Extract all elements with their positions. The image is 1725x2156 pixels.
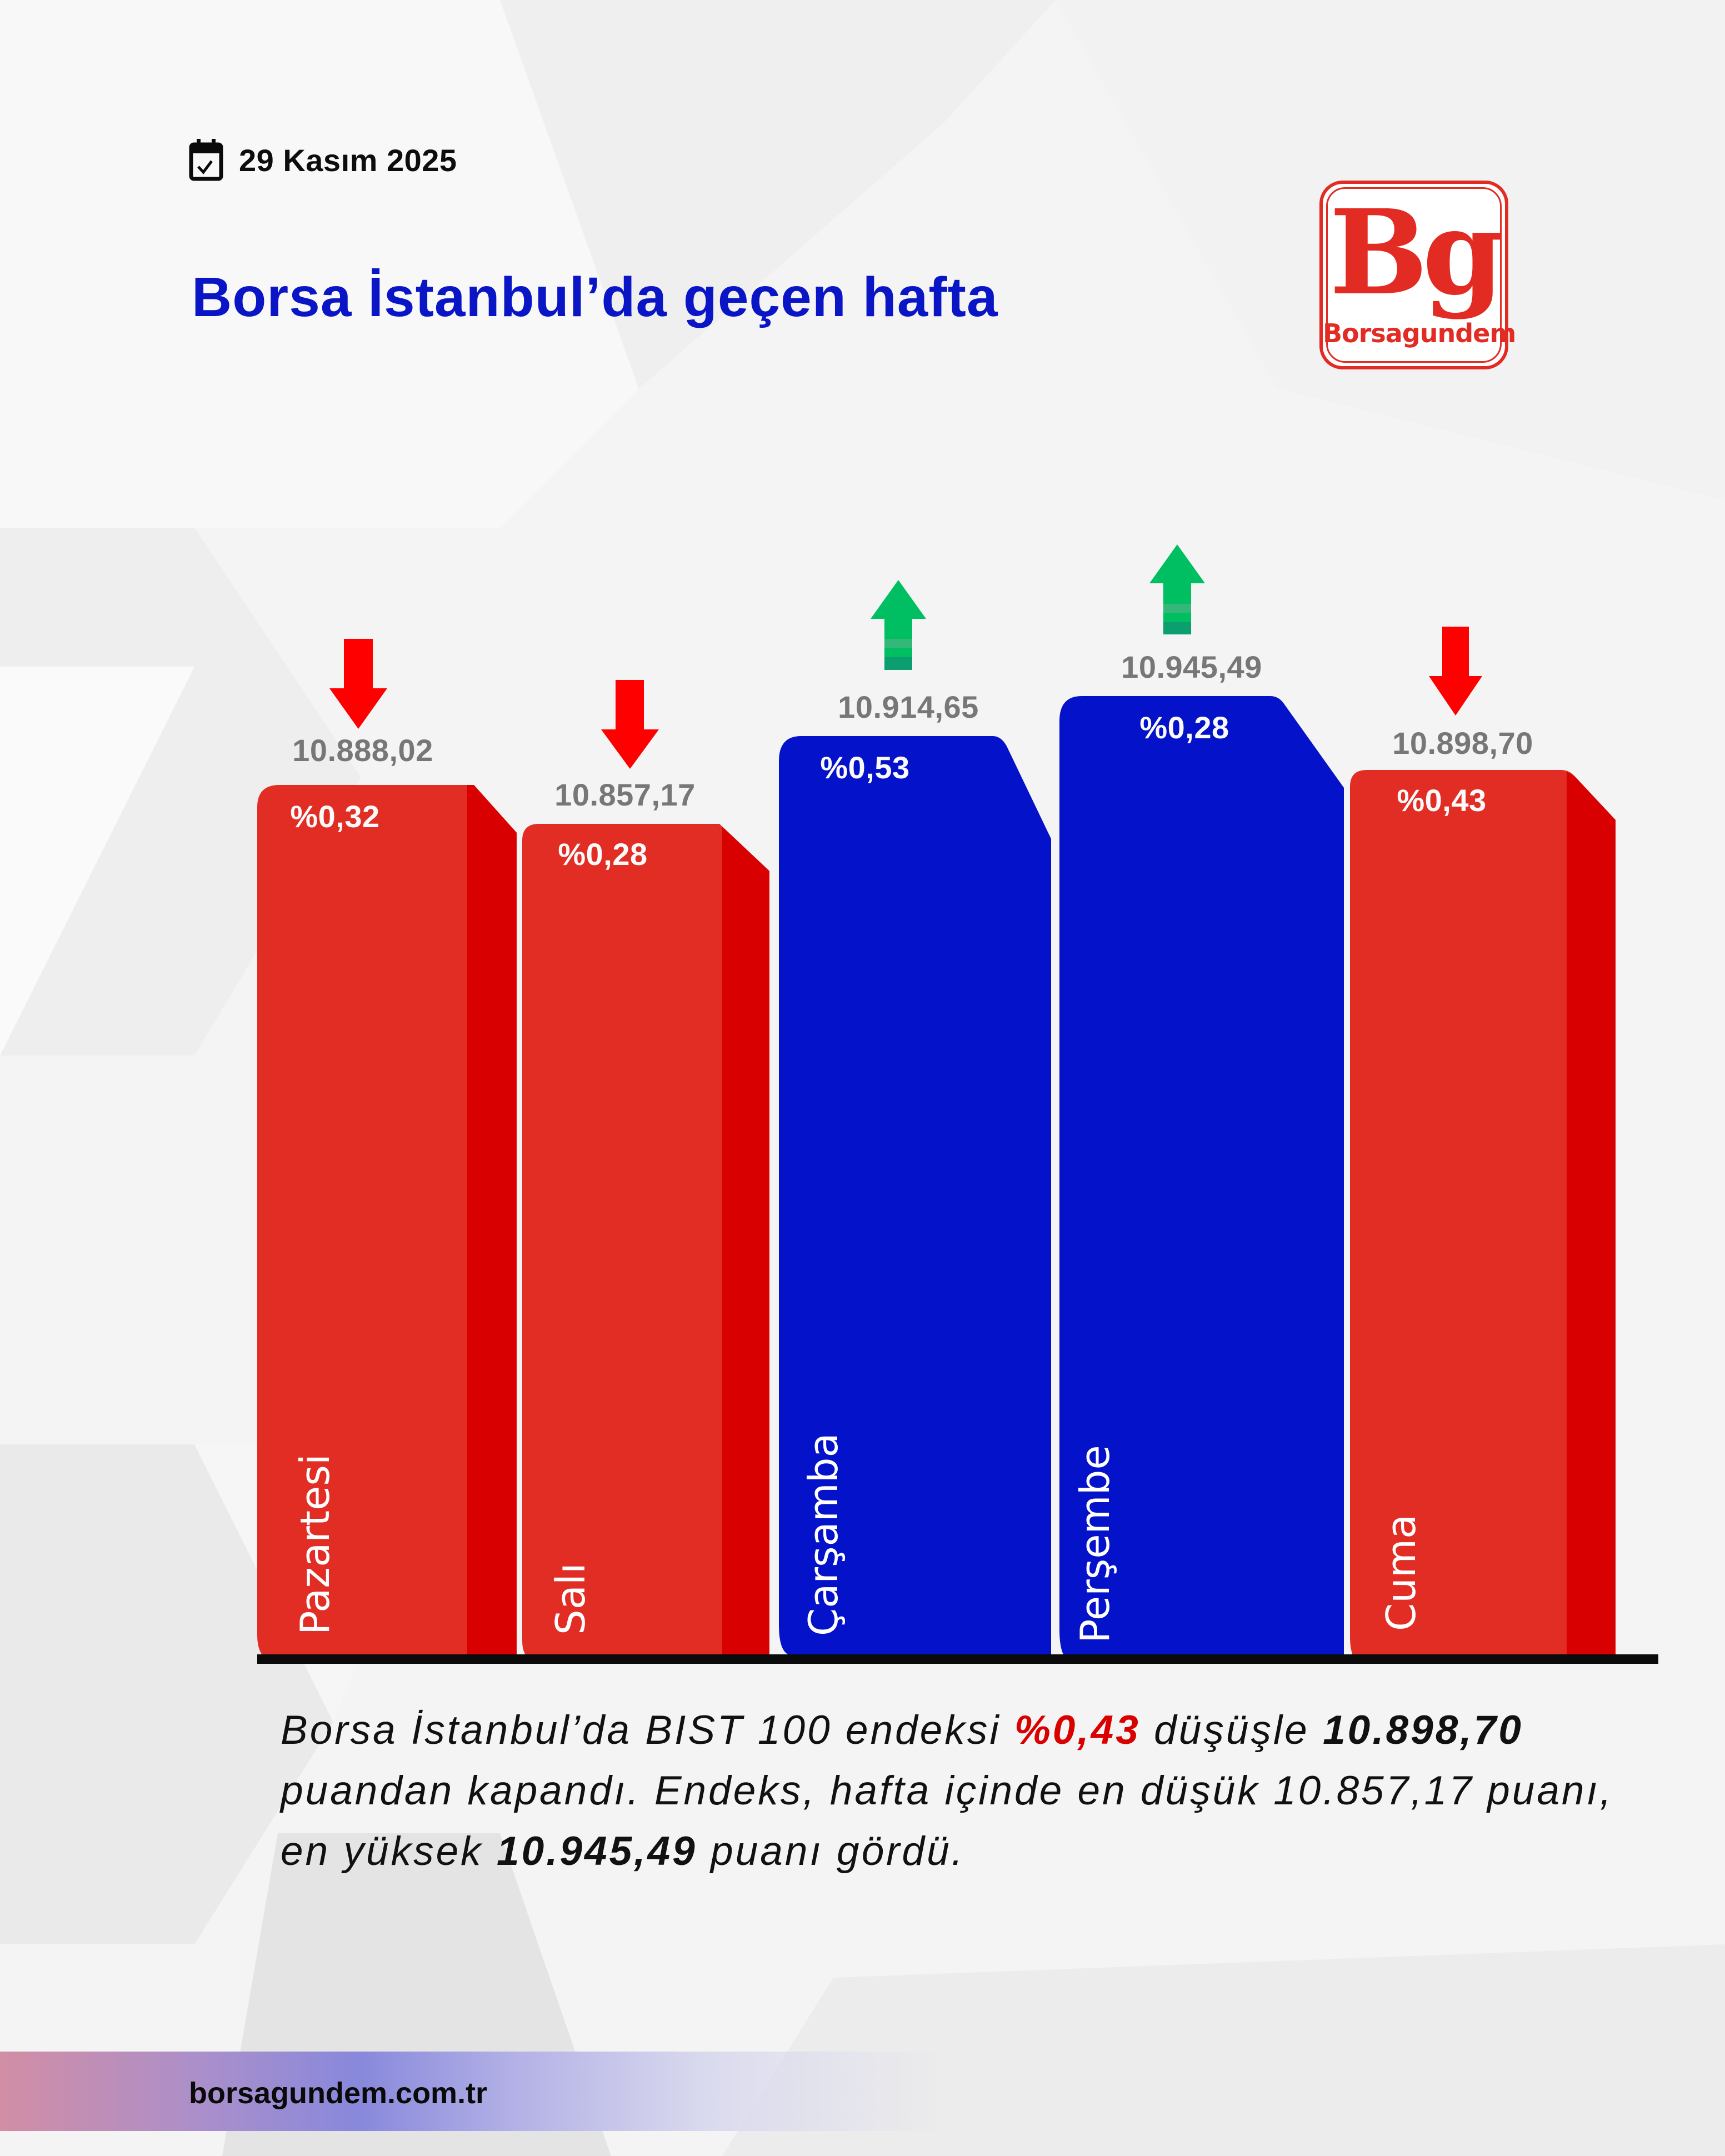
day-label: Pazartesi	[292, 1454, 338, 1635]
day-label: Perşembe	[1072, 1445, 1118, 1643]
footer-gradient-band	[0, 2052, 944, 2131]
bar-cuma[interactable]: %0,43 Cuma	[1350, 770, 1617, 1664]
bar-carsamba[interactable]: %0,53 Çarşamba	[779, 736, 1054, 1658]
calendar-check-icon	[189, 139, 223, 181]
close-value: 10.914,65	[838, 689, 979, 724]
date-row: 29 Kasım 2025	[189, 139, 457, 181]
summary-text: puanı gördü.	[697, 1829, 965, 1874]
summary-close-value: 10.898,70	[1323, 1708, 1523, 1753]
arrow-down-icon	[601, 680, 659, 769]
bar-shape	[257, 785, 517, 1663]
close-value: 10.888,02	[292, 733, 433, 768]
change-percent: %0,43	[1397, 783, 1487, 818]
page-title: Borsa İstanbul’da geçen hafta	[192, 266, 998, 328]
close-value: 10.898,70	[1392, 726, 1533, 761]
close-value: 10.945,49	[1121, 649, 1262, 684]
bar-persembe[interactable]: %0,28 Perşembe	[1059, 696, 1346, 1662]
close-value: 10.857,17	[554, 777, 696, 812]
website-link[interactable]: borsagundem.com.tr	[189, 2077, 488, 2110]
change-percent: %0,53	[820, 750, 910, 785]
arrow-up-icon	[871, 580, 926, 670]
bar-shape	[779, 736, 1051, 1655]
change-percent: %0,28	[1139, 710, 1229, 745]
arrow-down-icon	[1429, 627, 1482, 716]
day-label: Salı	[547, 1563, 594, 1635]
day-label: Çarşamba	[800, 1433, 847, 1636]
logo-wordmark: Borsagundem	[1323, 318, 1516, 348]
borsagundem-logo[interactable]: Bg Borsagundem	[1319, 181, 1516, 369]
summary-text: Borsa İstanbul’da BIST 100 endeksi	[281, 1708, 1014, 1753]
arrow-up-icon	[1149, 544, 1205, 634]
logo-mark: Bg	[1329, 184, 1504, 321]
bar-shape	[1350, 770, 1616, 1663]
summary-high-value: 10.945,49	[496, 1829, 697, 1874]
summary-text: puandan kapandı. Endeks, hafta içinde en…	[281, 1768, 1614, 1874]
summary-text: düşüşle	[1140, 1708, 1323, 1753]
day-label: Cuma	[1378, 1514, 1424, 1631]
bar-pazartesi[interactable]: %0,32 Pazartesi	[257, 785, 518, 1663]
change-percent: %0,32	[290, 799, 380, 834]
bar-shape	[522, 824, 769, 1663]
bar-sali[interactable]: %0,28 Salı	[522, 824, 772, 1663]
change-percent: %0,28	[558, 837, 648, 872]
arrow-down-icon	[329, 639, 387, 729]
logo-inner-border	[1326, 187, 1502, 363]
summary-change-highlight: %0,43	[1014, 1708, 1141, 1753]
bar-shape	[1059, 696, 1344, 1662]
summary-paragraph: Borsa İstanbul’da BIST 100 endeksi %0,43…	[281, 1700, 1614, 1882]
report-date: 29 Kasım 2025	[239, 142, 457, 178]
chart-baseline	[257, 1654, 1658, 1664]
